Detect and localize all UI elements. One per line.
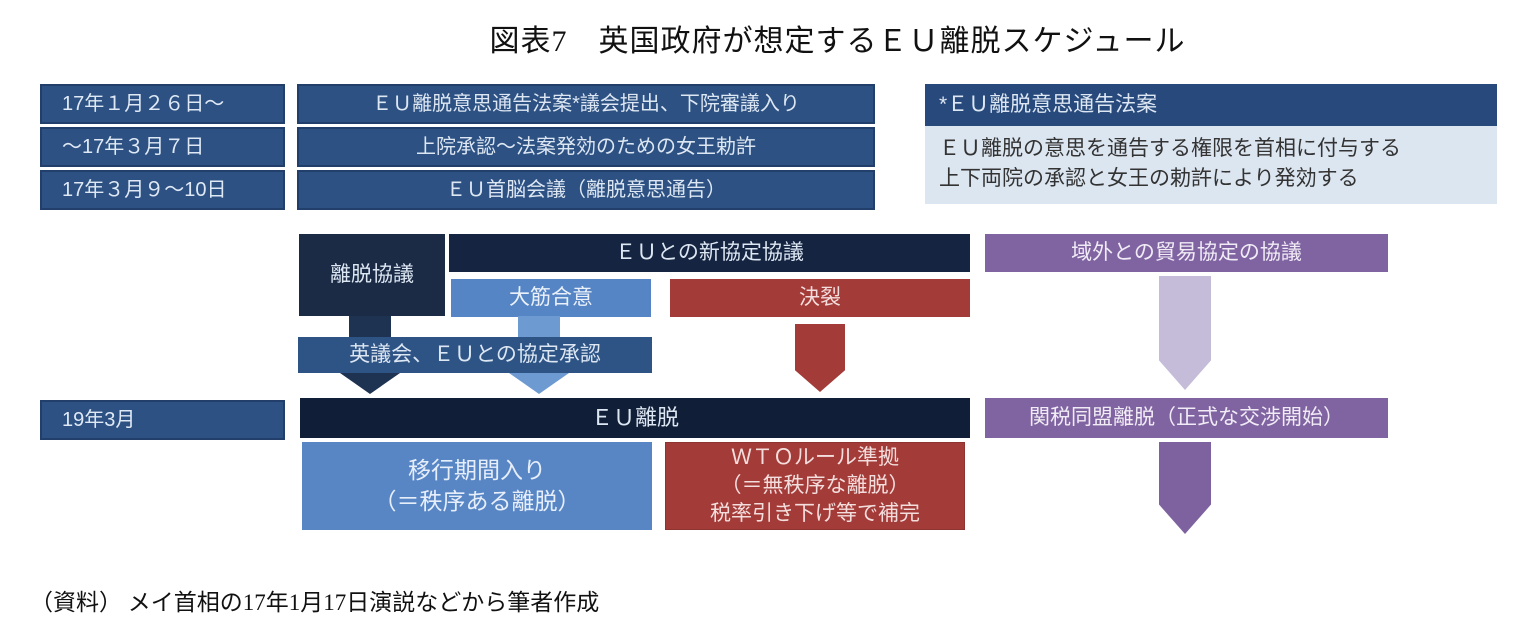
transition-line-1: 移行期間入り: [408, 457, 546, 483]
broad-agreement-box: 大筋合意: [451, 279, 651, 317]
note-header-box: *ＥＵ離脱意思通告法案: [925, 84, 1497, 126]
date-box-1: 17年１月２６日～: [40, 84, 285, 124]
breakdown-box: 決裂: [670, 279, 970, 317]
figure-title: 図表7 英国政府が想定するＥＵ離脱スケジュール: [489, 25, 1186, 58]
wto-box: ＷＴＯルール準拠 （＝無秩序な離脱） 税率引き下げ等で補完: [665, 442, 965, 530]
wto-line-3: 税率引き下げ等で補完: [710, 502, 920, 525]
transition-line-2: （＝秩序ある離脱）: [373, 488, 581, 514]
date-box-2: ～17年３月７日: [40, 127, 285, 167]
external-trade-box: 域外との貿易協定の協議: [985, 234, 1388, 272]
wto-line-1: ＷＴＯルール準拠: [731, 446, 899, 469]
note-body: ＥＵ離脱の意思を通告する権限を首相に付与する 上下両院の承認と女王の勅許により発…: [925, 126, 1497, 204]
customs-union-exit-box: 関税同盟離脱（正式な交渉開始）: [985, 398, 1388, 438]
trade-talks-down-arrow-icon: [1159, 276, 1211, 390]
final-date-box: 19年3月: [40, 400, 285, 440]
note-body-line-1: ＥＵ離脱の意思を通告する権限を首相に付与する: [939, 137, 1401, 160]
breakdown-down-arrow-icon: [795, 324, 845, 392]
source-note: （資料） メイ首相の17年1月17日演説などから筆者作成: [30, 590, 600, 615]
new-agreement-box: ＥＵとの新協定協議: [449, 234, 970, 272]
eu-exit-box: ＥＵ離脱: [300, 398, 970, 438]
date-box-3: 17年３月９～10日: [40, 170, 285, 210]
event-box-3: ＥＵ首脳会議（離脱意思通告）: [297, 170, 875, 210]
wto-line-2: （＝無秩序な離脱）: [720, 474, 910, 497]
withdrawal-negotiation-box: 離脱協議: [299, 234, 445, 316]
transition-box: 移行期間入り （＝秩序ある離脱）: [302, 442, 652, 530]
customs-exit-down-arrow-icon: [1159, 442, 1211, 534]
event-box-1: ＥＵ離脱意思通告法案*議会提出、下院審議入り: [297, 84, 875, 124]
note-body-line-2: 上下両院の承認と女王の勅許により発効する: [939, 167, 1359, 190]
event-box-2: 上院承認～法案発効のための女王勅許: [297, 127, 875, 167]
approval-box: 英議会、ＥＵとの協定承認: [298, 337, 652, 373]
